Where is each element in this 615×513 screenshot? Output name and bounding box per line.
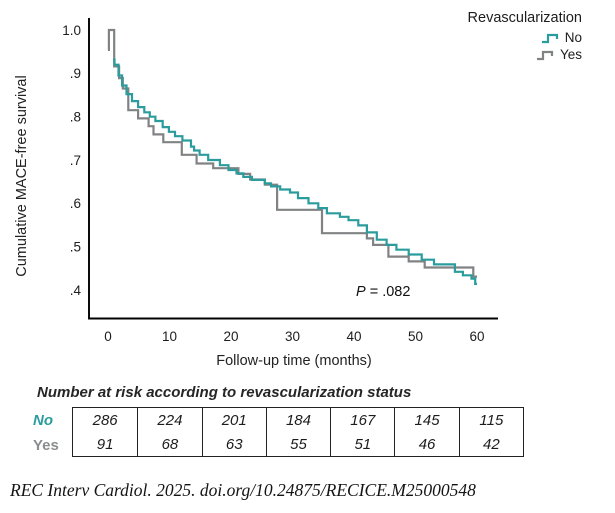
- p-value-text: = .082: [365, 284, 411, 300]
- risk-table-labels: No Yes: [33, 408, 71, 458]
- x-axis-title: Follow-up time (months): [216, 353, 372, 369]
- legend: Revascularization No Yes: [468, 10, 582, 63]
- legend-items: No Yes: [468, 29, 582, 63]
- risk-cell: 224: [137, 408, 201, 432]
- y-axis-title: Cumulative MACE-free survival: [14, 75, 30, 277]
- risk-cell: 51: [330, 432, 394, 456]
- risk-cell: 68: [137, 432, 201, 456]
- risk-cell: 201: [201, 408, 266, 432]
- y-tick-label: .7: [70, 153, 81, 168]
- x-tick-label: 60: [469, 329, 484, 344]
- risk-cell: 91: [96, 435, 114, 453]
- risk-table-title: Number at risk according to revasculariz…: [37, 384, 412, 401]
- risk-table-grid: 286 224 201 184 167 145 115 91 68 63 55 51 46 42: [72, 407, 524, 457]
- step-line-icon: [541, 33, 558, 43]
- citation: REC Interv Cardiol. 2025. doi.org/10.248…: [10, 480, 476, 500]
- risk-cell: 46: [394, 432, 458, 456]
- axis-lines: [88, 18, 498, 320]
- km-curve-no: [113, 58, 477, 285]
- x-tick-label: 30: [285, 329, 300, 344]
- p-value-annotation: P = .082: [356, 284, 410, 300]
- risk-cell: 115: [458, 408, 523, 432]
- legend-item-yes: Yes: [468, 46, 582, 63]
- y-tick-label: .9: [70, 66, 81, 81]
- risk-cell: 286: [92, 411, 118, 429]
- x-tick-label: 50: [408, 329, 423, 344]
- x-tick-label: 40: [346, 329, 361, 344]
- y-tick-label: .4: [70, 283, 82, 298]
- risk-cell: 167: [330, 408, 394, 432]
- risk-cell: 42: [458, 432, 523, 456]
- km-curve-yes: [107, 28, 477, 278]
- legend-title: Revascularization: [467, 10, 582, 26]
- risk-cell: 184: [265, 408, 330, 432]
- x-tick-label: 0: [104, 329, 112, 344]
- km-chart: 1.0 .9 .8 .7 .6 .5 .4 0 10 20 30 40 50 60: [62, 18, 498, 344]
- risk-row-label-yes: Yes: [33, 437, 59, 454]
- p-symbol: P: [356, 284, 366, 300]
- x-tick-label: 20: [223, 329, 238, 344]
- risk-cell: 145: [394, 408, 458, 432]
- risk-cell: 63: [201, 432, 266, 456]
- y-tick-label: 1.0: [62, 23, 81, 38]
- y-tick-label: .6: [70, 196, 81, 211]
- legend-item-label: No: [564, 30, 582, 45]
- risk-row-label-no: No: [33, 412, 53, 429]
- x-tick-label: 10: [162, 329, 177, 344]
- y-tick-label: .8: [70, 109, 81, 124]
- step-line-icon: [536, 50, 554, 60]
- risk-cell: 55: [265, 432, 330, 456]
- legend-item-label: Yes: [559, 47, 582, 62]
- y-tick-label: .5: [70, 239, 81, 254]
- legend-item-no: No: [468, 29, 582, 46]
